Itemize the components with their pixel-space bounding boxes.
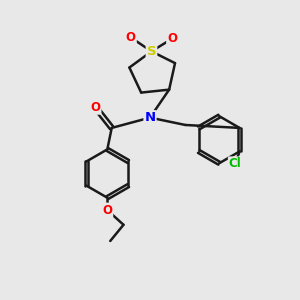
Text: N: N [144, 111, 156, 124]
Text: O: O [126, 31, 136, 44]
Text: O: O [102, 204, 112, 217]
Text: O: O [167, 32, 177, 45]
Text: O: O [91, 101, 100, 114]
Text: S: S [147, 45, 156, 58]
Text: Cl: Cl [229, 157, 242, 170]
